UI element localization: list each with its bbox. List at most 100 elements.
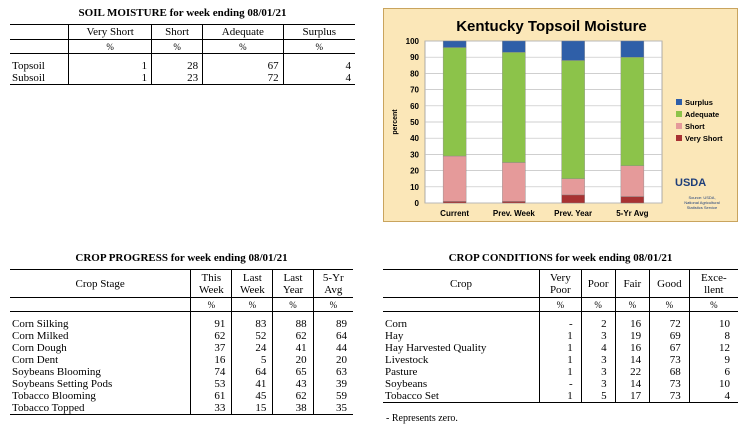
spacer-cell [312, 311, 353, 318]
value-cell: 8 [688, 330, 738, 342]
value-cell: 67 [649, 342, 690, 354]
column-header: 5-Yr Avg [312, 269, 353, 298]
crop-conditions-table: Crop Very Poor Poor Fair Good Exce-llent%%%%% C… [383, 269, 738, 403]
crop-progress-table: Crop Stage This Week Last Week Last Year 5-Yr Av… [10, 269, 353, 415]
table-header-row: Crop Very Poor Poor Fair Good Exce-llent [383, 269, 738, 298]
column-header: Crop [383, 269, 540, 298]
value-cell: 1 [538, 366, 582, 378]
row-label: Soybeans Setting Pods [12, 378, 113, 390]
value-cell: 19 [614, 330, 650, 342]
value-cell: 41 [272, 342, 314, 354]
column-header-line: Crop Stage [75, 277, 125, 290]
value-cell: - [538, 318, 582, 330]
table-row: Subsoil 1 23 72 4 [10, 72, 355, 85]
legend-swatch [676, 123, 682, 129]
table-row: Soybeans -3 14 73 10 [383, 378, 738, 390]
value-cell: 35 [312, 402, 353, 415]
source-line-2: National Agricultural [684, 200, 720, 205]
column-header-line: Fair [623, 277, 642, 290]
value-cell: 2 [580, 318, 616, 330]
value-cell: 73 [649, 354, 690, 366]
value-cell: 20 [272, 354, 314, 366]
row-label: Corn [385, 318, 407, 330]
legend-swatch [676, 111, 682, 117]
table-row: Corn -2 16 72 10 [383, 318, 738, 330]
unit-cell: % [688, 297, 738, 312]
unit-cell: % [282, 39, 355, 54]
bar-segment [502, 162, 526, 202]
column-header: Good [649, 269, 690, 298]
value-cell: 63 [312, 366, 353, 378]
value-cell: 3 [580, 378, 616, 390]
table-row: Corn Dough 37 24 41 44 [10, 342, 353, 354]
value-cell: 72 [649, 318, 690, 330]
column-header-line: Last [283, 271, 303, 284]
value-cell: 91 [190, 318, 232, 330]
value-cell: 59 [312, 390, 353, 402]
column-header: Adequate [202, 24, 284, 40]
table-row: Tobacco Set 1 5 17 73 4 [383, 390, 738, 403]
table-row: Tobacco Topped 33 15 38 35 [10, 402, 353, 415]
legend-label: Very Short [685, 134, 723, 143]
column-header: Crop Stage [10, 269, 191, 298]
row-label: Hay [385, 330, 404, 342]
chart-title: Kentucky Topsoil Moisture [456, 18, 647, 35]
represents-zero-note: - Represents zero. [386, 413, 458, 424]
value-cell: 45 [231, 390, 273, 402]
column-header-label: Adequate [221, 26, 264, 38]
column-header-line: Week [198, 283, 224, 296]
value-cell: 88 [272, 318, 314, 330]
bar-segment [561, 60, 585, 179]
value-cell: 16 [190, 354, 232, 366]
spacer-row [10, 311, 353, 318]
column-header: Fair [614, 269, 650, 298]
table-row: Corn Milked 62 52 62 64 [10, 330, 353, 342]
y-axis-label: percent [392, 109, 399, 135]
source-line-3: Statistics Service [686, 205, 718, 210]
y-tick-label: 100 [406, 37, 420, 46]
column-header-label: Short [165, 26, 190, 38]
value-cell: - [538, 378, 582, 390]
value-cell: 4 [282, 60, 355, 72]
value-cell: 24 [231, 342, 273, 354]
column-header-label: Surplus [302, 26, 337, 38]
value-cell: 64 [231, 366, 273, 378]
spacer-cell [649, 311, 690, 318]
table-row: Livestock 1 3 14 73 9 [383, 354, 738, 366]
column-header: Last Week [231, 269, 273, 298]
row-label: Corn Dough [12, 342, 67, 354]
bar-segment [502, 40, 526, 53]
value-cell: 62 [272, 330, 314, 342]
column-header-line: Poor [549, 283, 571, 296]
table-row: Corn Dent 16 5 20 20 [10, 354, 353, 366]
value-cell: 14 [614, 354, 650, 366]
y-tick-label: 60 [410, 102, 419, 111]
value-cell: 67 [202, 60, 284, 72]
crop-conditions-title: CROP CONDITIONS for week ending 08/01/21 [448, 252, 673, 264]
legend-label: Surplus [685, 98, 713, 107]
value-cell: 12 [688, 342, 738, 354]
value-cell: 22 [614, 366, 650, 378]
column-header: Last Year [272, 269, 314, 298]
units-row: %%%% [10, 39, 355, 54]
soil-moisture-title: SOIL MOISTURE for week ending 08/01/21 [78, 7, 287, 19]
units-row: %%%%% [383, 297, 738, 312]
table-row: Pasture 1 3 22 68 6 [383, 366, 738, 378]
bar-segment [442, 155, 467, 202]
x-tick-label: Prev. Week [493, 209, 536, 218]
value-cell: 10 [688, 318, 738, 330]
row-label: Tobacco Blooming [12, 390, 96, 402]
legend-swatch [676, 99, 682, 105]
value-cell: 3 [580, 366, 616, 378]
y-tick-label: 40 [410, 134, 419, 143]
spacer-cell [538, 311, 582, 318]
source-line-1: Source: USDA, [688, 195, 716, 200]
bar-segment [620, 196, 645, 204]
unit-cell: % [151, 39, 203, 54]
unit-cell: % [614, 297, 650, 312]
y-tick-label: 30 [410, 150, 419, 159]
unit-cell: % [202, 39, 284, 54]
y-tick-label: 50 [410, 118, 419, 127]
column-header-line: This [201, 271, 222, 284]
column-header: This Week [190, 269, 232, 298]
